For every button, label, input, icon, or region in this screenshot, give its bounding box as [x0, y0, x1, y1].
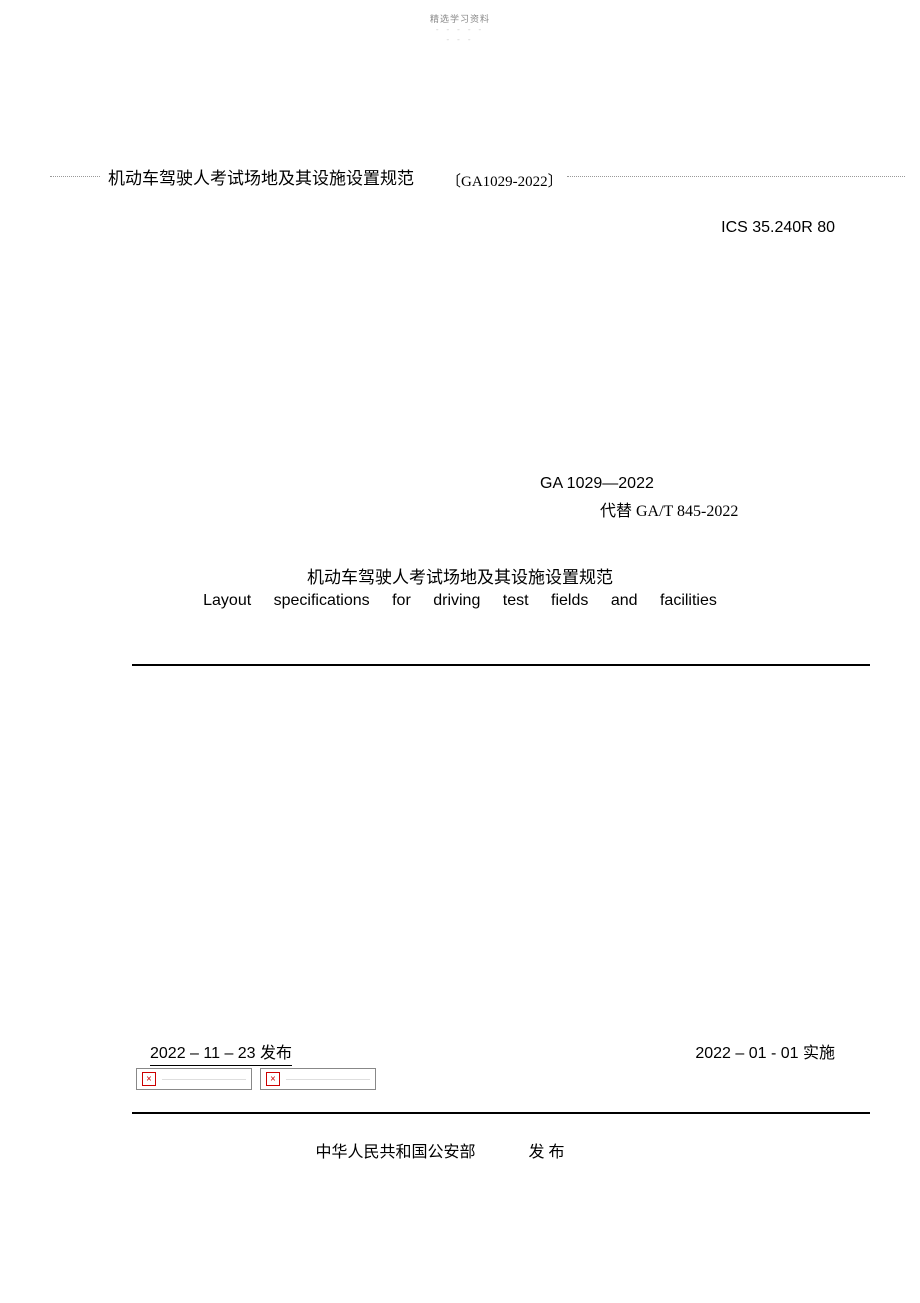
header-watermark: 精选学习资料: [0, 0, 920, 25]
broken-images-row: × ———————————— × ————————————: [0, 1068, 920, 1090]
broken-image-1: × ————————————: [136, 1068, 252, 1090]
broken-image-2: × ————————————: [260, 1068, 376, 1090]
header-dashes-2: - - -: [0, 35, 920, 45]
broken-image-icon: ×: [266, 1072, 280, 1086]
broken-image-text-2: ————————————: [286, 1075, 370, 1083]
publish-date: 2022 – 11 – 23 发布: [150, 1039, 292, 1066]
publisher-line: 中华人民共和国公安部 发 布: [0, 1138, 920, 1162]
document-title-en: Layout specifications for driving test f…: [0, 592, 920, 610]
content-divider-bottom: [132, 1112, 870, 1114]
standard-code-bracket: 〔GA1029-2022〕: [442, 170, 567, 191]
broken-image-icon: ×: [142, 1072, 156, 1086]
dates-row: 2022 – 11 – 23 发布 2022 – 01 - 01 实施: [0, 1039, 920, 1066]
standard-info: GA 1029—2022 代替 GA/T 845-2022: [0, 475, 920, 521]
standard-number: GA 1029—2022: [540, 475, 920, 493]
dotted-line-left: [50, 176, 100, 177]
broken-image-text-1: ————————————: [162, 1075, 246, 1083]
title-row: 机动车驾驶人考试场地及其设施设置规范 〔GA1029-2022〕: [0, 162, 920, 191]
content-divider-top: [132, 664, 870, 666]
dotted-line-right: [567, 176, 905, 177]
implement-date: 2022 – 01 - 01 实施: [695, 1039, 835, 1066]
publisher-action: 发 布: [529, 1144, 565, 1161]
document-title-zh: 机动车驾驶人考试场地及其设施设置规范: [0, 563, 920, 588]
main-title-inline: 机动车驾驶人考试场地及其设施设置规范: [100, 164, 422, 189]
standard-replaces: 代替 GA/T 845-2022: [540, 497, 920, 521]
header-dashes-1: - - - - -: [0, 25, 920, 35]
ics-code: ICS 35.240R 80: [0, 219, 920, 237]
publisher-name: 中华人民共和国公安部: [315, 1144, 475, 1161]
